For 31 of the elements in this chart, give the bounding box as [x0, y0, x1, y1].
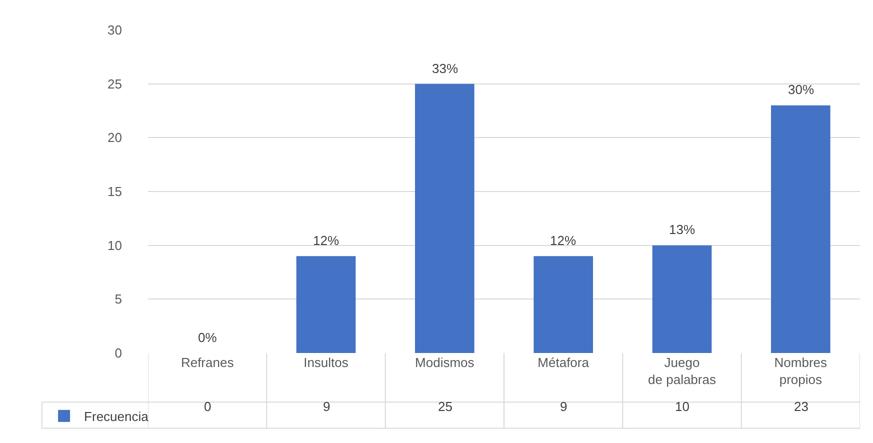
- bar: [534, 256, 593, 353]
- bar: [296, 256, 356, 353]
- data-label: 9: [560, 399, 568, 414]
- y-tick-label: 30: [108, 22, 122, 38]
- data-label: 25: [438, 399, 452, 414]
- annotation: 33%: [432, 61, 458, 76]
- y-tick-label: 15: [108, 184, 122, 200]
- y-tick-label: 10: [108, 238, 122, 253]
- data-label: 10: [675, 399, 690, 414]
- data-label: 9: [323, 399, 330, 414]
- annotation: 12%: [550, 233, 576, 248]
- bar: [652, 245, 712, 353]
- y-tick-label: 20: [108, 130, 122, 146]
- y-tick-label: 25: [108, 76, 122, 92]
- x-tick-label: Nombres propios: [774, 355, 828, 387]
- x-tick-label: Métafora: [538, 355, 590, 370]
- data-label: 23: [794, 399, 808, 414]
- annotation: 12%: [313, 233, 340, 248]
- data-label: 0: [204, 399, 212, 414]
- annotation: 13%: [669, 222, 696, 237]
- y-tick-label: 5: [114, 292, 122, 307]
- annotation: 0%: [198, 330, 218, 345]
- y-tick-label: 0: [114, 346, 122, 361]
- annotation: 30%: [788, 82, 814, 97]
- bar: [771, 105, 830, 353]
- bar: [415, 84, 474, 353]
- x-tick-label: Juego de palabras: [648, 355, 716, 387]
- legend-label: Frecuencia: [84, 409, 150, 424]
- x-tick-label: Refranes: [180, 355, 234, 370]
- x-tick-label: Insultos: [304, 355, 349, 370]
- x-tick-label: Modismos: [415, 355, 475, 370]
